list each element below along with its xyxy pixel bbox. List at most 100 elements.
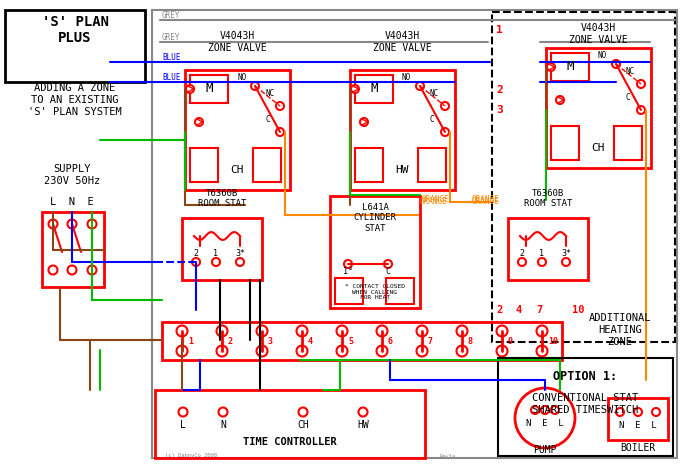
Text: M: M — [205, 82, 213, 95]
Circle shape — [297, 345, 308, 357]
Bar — [155, 390, 425, 458]
Circle shape — [652, 408, 660, 416]
Circle shape — [257, 326, 268, 336]
Circle shape — [217, 345, 228, 357]
Text: C: C — [265, 116, 270, 124]
Text: 2: 2 — [496, 305, 502, 315]
Circle shape — [68, 219, 77, 228]
Text: CH: CH — [297, 420, 309, 430]
Circle shape — [217, 326, 228, 336]
Text: 3*: 3* — [235, 249, 245, 258]
Circle shape — [637, 80, 645, 88]
Circle shape — [179, 408, 188, 417]
Circle shape — [537, 345, 547, 357]
Text: L641A
CYLINDER
STAT: L641A CYLINDER STAT — [353, 203, 397, 233]
Circle shape — [212, 258, 220, 266]
Circle shape — [547, 63, 555, 71]
Bar — [335, 278, 363, 304]
Text: NC: NC — [265, 89, 274, 98]
Bar — [350, 70, 455, 190]
Circle shape — [417, 326, 428, 336]
Circle shape — [612, 60, 620, 68]
Text: 1°: 1° — [343, 268, 353, 277]
Circle shape — [48, 219, 57, 228]
Bar — [614, 126, 642, 160]
Bar — [182, 218, 262, 280]
Circle shape — [337, 326, 348, 336]
Text: N  E  L: N E L — [619, 422, 657, 431]
Text: CONVENTIONAL STAT
SHARED TIMESWITCH: CONVENTIONAL STAT SHARED TIMESWITCH — [532, 393, 638, 415]
Circle shape — [634, 408, 642, 416]
Text: M: M — [566, 60, 574, 73]
Circle shape — [377, 345, 388, 357]
Circle shape — [416, 82, 424, 90]
Bar — [386, 278, 414, 304]
Text: 'S' PLAN
PLUS: 'S' PLAN PLUS — [41, 15, 108, 45]
Circle shape — [360, 118, 368, 126]
Circle shape — [457, 326, 468, 336]
Circle shape — [359, 408, 368, 417]
Circle shape — [299, 408, 308, 417]
Bar — [498, 358, 673, 456]
Text: 1: 1 — [188, 336, 193, 345]
Circle shape — [441, 128, 449, 136]
Text: 2: 2 — [193, 249, 199, 258]
Circle shape — [531, 406, 539, 414]
Circle shape — [177, 345, 188, 357]
Circle shape — [48, 265, 57, 275]
Text: NO: NO — [402, 73, 411, 82]
Text: ORANGE: ORANGE — [422, 196, 450, 205]
Text: ADDING A ZONE
TO AN EXISTING
'S' PLAN SYSTEM: ADDING A ZONE TO AN EXISTING 'S' PLAN SY… — [28, 83, 122, 117]
Text: BLUE: BLUE — [162, 53, 181, 63]
Circle shape — [384, 260, 392, 268]
Text: BLUE: BLUE — [162, 73, 181, 82]
Circle shape — [441, 102, 449, 110]
Text: Rev1a: Rev1a — [440, 453, 456, 459]
Circle shape — [351, 85, 359, 93]
Circle shape — [192, 258, 200, 266]
Text: 2: 2 — [496, 85, 503, 95]
Circle shape — [551, 406, 559, 414]
Circle shape — [186, 85, 194, 93]
Circle shape — [497, 345, 508, 357]
Text: 3: 3 — [268, 336, 273, 345]
Text: TIME CONTROLLER: TIME CONTROLLER — [243, 437, 337, 447]
Text: CH: CH — [591, 143, 604, 153]
Text: 3: 3 — [496, 105, 503, 115]
Text: N  E  L: N E L — [526, 418, 564, 427]
Text: (c) DannyCo 2008: (c) DannyCo 2008 — [165, 453, 217, 459]
Text: 10: 10 — [548, 336, 558, 345]
Circle shape — [195, 118, 203, 126]
Circle shape — [337, 345, 348, 357]
Bar — [551, 53, 589, 81]
Text: GREY: GREY — [162, 12, 181, 21]
Text: ORANGE: ORANGE — [472, 197, 500, 206]
Text: HW: HW — [357, 420, 369, 430]
Text: 10: 10 — [572, 305, 584, 315]
Circle shape — [497, 326, 508, 336]
Bar — [162, 322, 562, 360]
Text: 4: 4 — [308, 336, 313, 345]
Bar — [5, 10, 145, 82]
Text: M: M — [371, 82, 377, 95]
Text: N: N — [220, 420, 226, 430]
Bar — [330, 196, 420, 308]
Text: GREY: GREY — [162, 34, 181, 43]
Circle shape — [556, 96, 564, 104]
Text: 8: 8 — [468, 336, 473, 345]
Text: V4043H
ZONE VALVE: V4043H ZONE VALVE — [208, 31, 266, 53]
Text: C: C — [626, 94, 631, 102]
Text: CH: CH — [230, 165, 244, 175]
Text: 1: 1 — [496, 25, 503, 35]
Text: NC: NC — [626, 67, 635, 76]
Circle shape — [251, 82, 259, 90]
Text: 2: 2 — [228, 336, 233, 345]
Text: T6360B
ROOM STAT: T6360B ROOM STAT — [198, 189, 246, 208]
Bar — [190, 75, 228, 103]
Text: BOILER: BOILER — [620, 443, 656, 453]
Text: V4043H
ZONE VALVE: V4043H ZONE VALVE — [569, 23, 627, 45]
Text: L: L — [180, 420, 186, 430]
Bar — [355, 148, 383, 182]
Text: 3*: 3* — [561, 249, 571, 258]
Text: T6360B
ROOM STAT: T6360B ROOM STAT — [524, 189, 572, 208]
